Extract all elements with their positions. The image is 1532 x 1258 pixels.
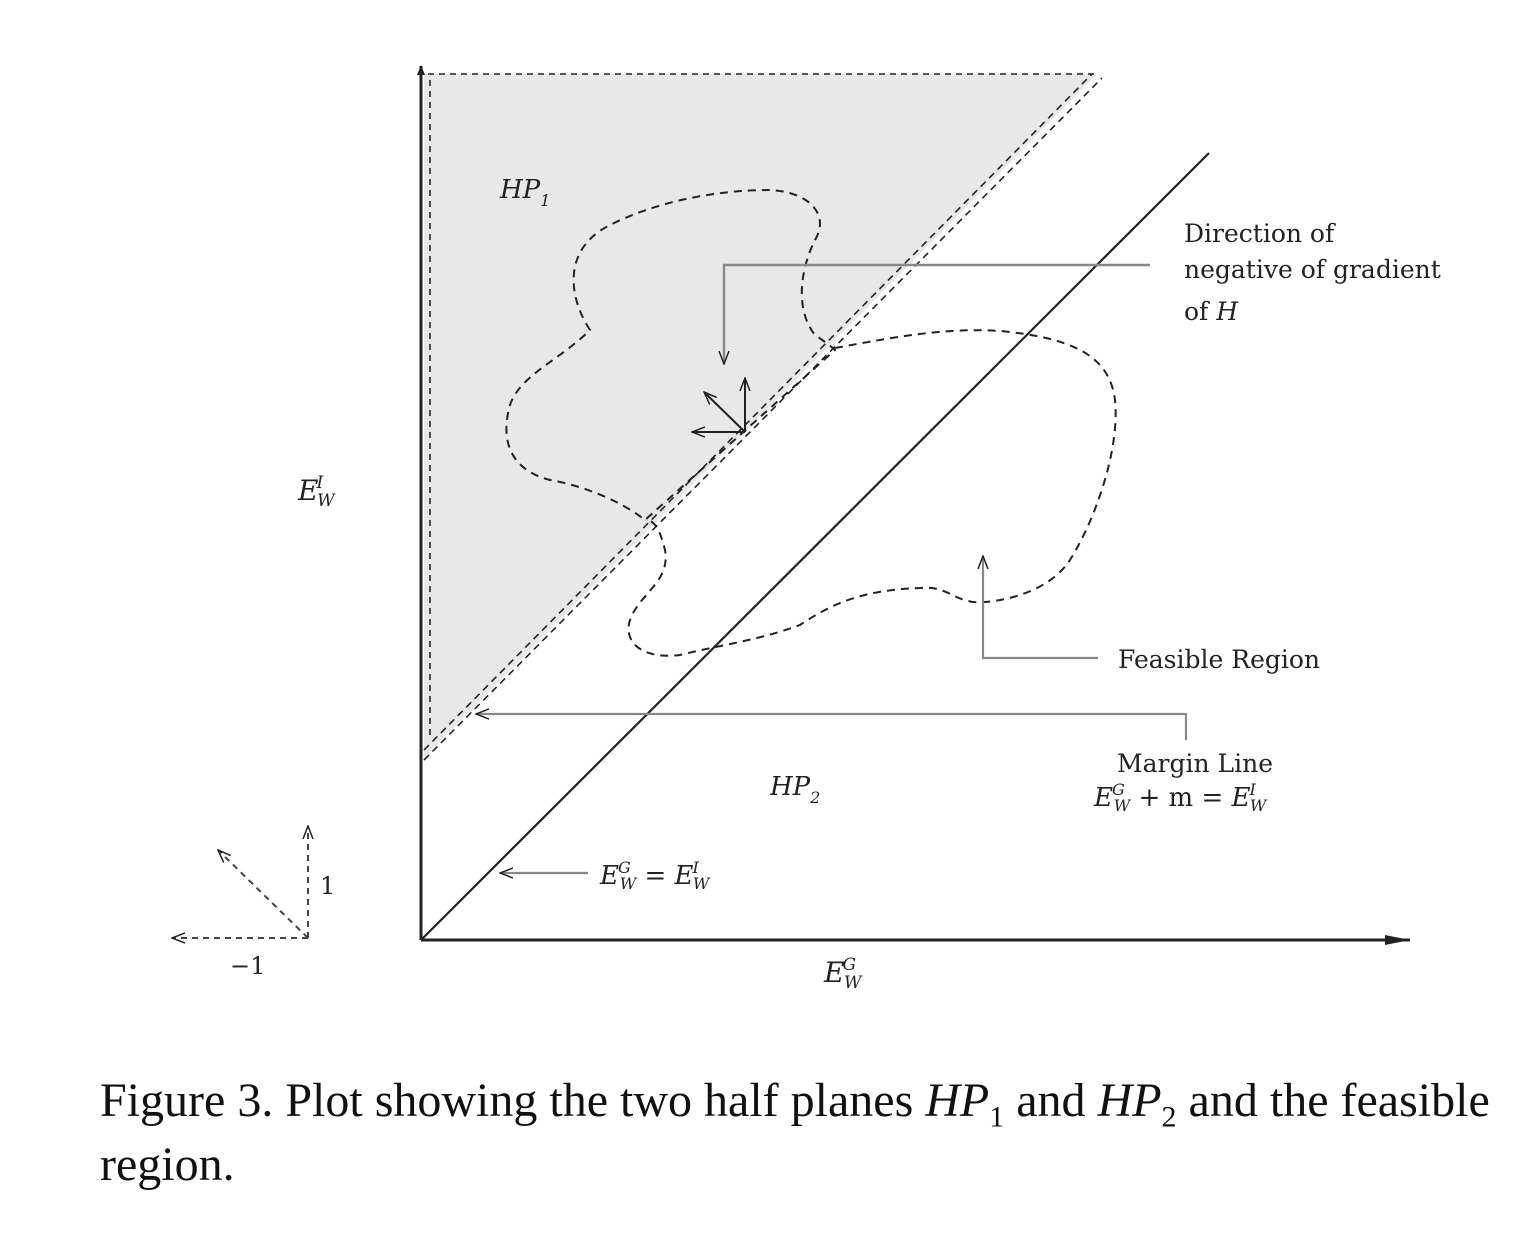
figure-caption: Figure 3. Plot showing the two half plan…: [100, 1074, 1490, 1191]
gradient-vectors: [692, 378, 745, 432]
gradient-pointer: [724, 263, 1150, 364]
feasible-region-label: Feasible Region: [1118, 645, 1320, 674]
diagonal-annotation: EG W = EI W: [599, 858, 711, 893]
hp1-label: HP1: [499, 175, 550, 210]
gradient-annotation: Direction of negative of gradient of H: [1184, 219, 1441, 326]
margin-pointer: [476, 714, 1188, 740]
caption-hp2: HP2: [1097, 1074, 1177, 1134]
margin-annotation: Margin Line EG W + m = EI W: [1093, 749, 1273, 815]
hp2-label: HP2: [769, 772, 820, 807]
x-axis-label: EG W: [823, 955, 863, 993]
margin-line: [423, 73, 1103, 761]
svg-text:of H: of H: [1184, 297, 1239, 326]
upper-dashed-region: [505, 188, 837, 522]
legend-x-tick: −1: [230, 952, 265, 980]
feasible-region: [627, 329, 1117, 657]
feasible-pointer: [983, 556, 1098, 660]
hp1-region: [424, 74, 1097, 758]
legend-y-tick: 1: [320, 872, 335, 900]
legend-vectors: [172, 826, 308, 938]
half-planes-diagram: EI W EG W HP1 HP2 Direction of negative of…: [0, 65, 1441, 993]
svg-text:Margin Line: Margin Line: [1117, 749, 1273, 778]
svg-text:negative of gradient: negative of gradient: [1184, 255, 1441, 284]
svg-text:EGW + m = EIW: EG W + m = EI W: [1093, 780, 1268, 815]
svg-text:Direction of: Direction of: [1184, 219, 1336, 248]
diagonal-line: [420, 152, 1210, 941]
caption-hp1: HP1: [925, 1074, 1005, 1134]
y-axis-label: EI W: [297, 473, 336, 511]
